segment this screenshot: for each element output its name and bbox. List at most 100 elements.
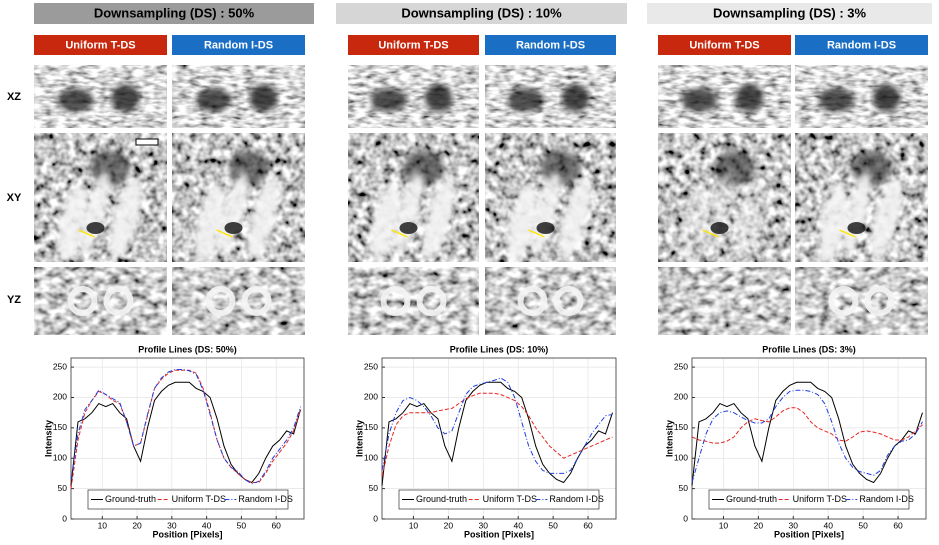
image-feature	[727, 286, 758, 316]
image-feature	[553, 286, 584, 316]
row-label: XZ	[7, 91, 21, 103]
column-title: Downsampling (DS) : 3%	[713, 5, 867, 20]
method-name: Random I-DS	[827, 39, 896, 51]
image-feature	[80, 172, 111, 254]
image-feature	[247, 177, 280, 259]
x-tick-label: 60	[271, 520, 281, 530]
x-tick-label: 50	[237, 520, 247, 530]
image-feature	[681, 88, 718, 112]
x-tick-label: 30	[167, 520, 177, 530]
image-feature	[841, 172, 872, 254]
image-feature	[530, 172, 561, 254]
method-name: Uniform T-DS	[378, 39, 448, 51]
legend-label: Uniform T-DS	[483, 494, 537, 504]
column-header	[34, 3, 314, 24]
image-feature	[205, 286, 236, 316]
image-noise	[485, 65, 616, 128]
y-tick-label: 150	[674, 422, 688, 432]
x-tick-label: 40	[513, 520, 523, 530]
image-feature	[704, 172, 735, 254]
image-noise	[34, 267, 167, 335]
legend-label: Ground-truth	[105, 494, 156, 504]
profile-line	[216, 229, 233, 238]
method-label	[485, 35, 616, 55]
image-panel	[485, 65, 616, 128]
y-tick-label: 250	[53, 361, 67, 371]
method-name: Random I-DS	[204, 39, 273, 51]
image-panel	[658, 133, 791, 263]
x-tick-label: 50	[858, 520, 868, 530]
profile-line	[702, 229, 719, 238]
method-label	[658, 35, 791, 55]
image-feature	[195, 183, 226, 263]
image-feature	[241, 286, 272, 316]
image-feature	[403, 150, 444, 186]
y-tick-label: 150	[364, 422, 378, 432]
image-panel	[348, 133, 479, 263]
image-feature	[109, 177, 142, 259]
image-feature	[870, 177, 903, 259]
legend-label: Ground-truth	[416, 494, 467, 504]
method-name: Uniform T-DS	[65, 39, 135, 51]
image-feature	[561, 84, 590, 112]
y-axis-label: Intensity	[664, 420, 674, 457]
y-tick-label: 200	[53, 392, 67, 402]
image-noise	[795, 267, 928, 335]
x-tick-label: 10	[719, 520, 729, 530]
y-tick-label: 250	[364, 361, 378, 371]
chart-title: Profile Lines (DS: 50%)	[138, 344, 237, 354]
column-header	[336, 3, 627, 24]
plot-frame	[381, 357, 617, 520]
y-tick-label: 50	[58, 483, 68, 493]
series-line	[691, 407, 923, 444]
series-line	[691, 381, 923, 486]
image-noise	[795, 65, 928, 128]
series-line	[381, 381, 613, 486]
y-tick-label: 100	[53, 452, 67, 462]
image-feature	[559, 177, 592, 259]
image-feature	[228, 150, 269, 186]
x-axis-label: Position [Pixels]	[464, 529, 534, 539]
row-label: YZ	[7, 294, 21, 306]
image-feature	[103, 286, 134, 316]
image-feature	[370, 183, 401, 263]
series-line	[70, 381, 301, 486]
image-feature	[195, 88, 232, 112]
legend-label: Uniform T-DS	[172, 494, 226, 504]
column-title: Downsampling (DS) : 50%	[94, 5, 255, 20]
x-tick-label: 30	[479, 520, 489, 530]
profile-line	[391, 229, 408, 238]
image-feature	[864, 286, 895, 316]
profile-line	[78, 229, 95, 238]
legend-label: Random I-DS	[859, 494, 914, 504]
y-tick-label: 200	[674, 392, 688, 402]
image-panel	[485, 267, 616, 335]
y-tick-label: 0	[62, 513, 67, 523]
plot-frame	[691, 357, 927, 520]
method-name: Random I-DS	[516, 39, 585, 51]
image-panel	[34, 65, 167, 128]
legend-box	[398, 489, 600, 510]
y-tick-label: 100	[674, 452, 688, 462]
image-noise	[485, 267, 616, 335]
image-feature	[218, 172, 249, 254]
y-tick-label: 50	[369, 483, 379, 493]
x-tick-label: 40	[823, 520, 833, 530]
legend-label: Uniform T-DS	[793, 494, 847, 504]
image-panel	[348, 65, 479, 128]
method-label	[172, 35, 305, 55]
series-line	[70, 369, 301, 485]
image-feature	[57, 183, 88, 263]
y-axis-label: Intensity	[354, 420, 364, 457]
image-feature	[422, 177, 455, 259]
x-tick-label: 20	[132, 520, 142, 530]
image-feature	[507, 183, 538, 263]
image-feature	[872, 84, 901, 112]
image-feature	[818, 183, 849, 263]
image-feature	[818, 88, 855, 112]
image-panel	[172, 267, 305, 335]
chart-title: Profile Lines (DS: 3%)	[762, 344, 856, 354]
image-feature	[67, 286, 98, 316]
chart-title: Profile Lines (DS: 10%)	[450, 344, 549, 354]
